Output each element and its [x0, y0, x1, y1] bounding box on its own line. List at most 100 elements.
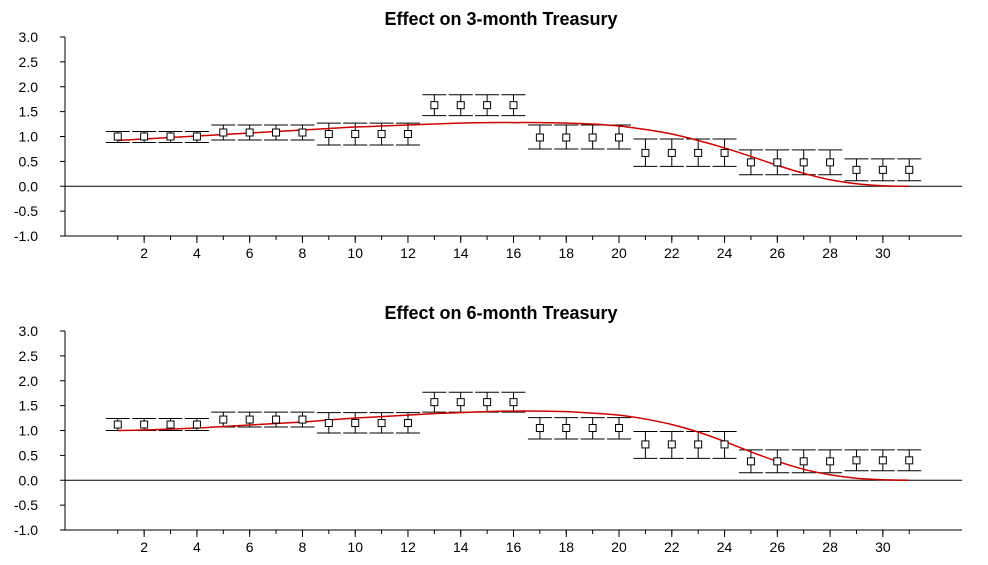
- data-point: [192, 132, 201, 141]
- data-point: [430, 101, 439, 110]
- x-tick-label: 8: [299, 539, 307, 555]
- data-point: [641, 440, 650, 449]
- panel-6-month: Effect on 6-month Treasury 3.0 2.5 2.0 1.5 1…: [14, 303, 962, 555]
- data-point: [192, 420, 201, 429]
- data-point: [535, 133, 544, 142]
- data-point: [746, 457, 755, 466]
- data-point: [509, 101, 518, 110]
- y-tick-label: 3.0: [19, 323, 39, 339]
- x-tick-label: 4: [193, 539, 201, 555]
- y-tick-label: 1.5: [19, 398, 39, 414]
- x-tick-label: 16: [506, 539, 522, 555]
- data-point: [245, 415, 254, 424]
- y-tick-label: 1.0: [19, 423, 39, 439]
- y-tick-label: 3.0: [19, 29, 39, 45]
- data-point: [852, 165, 861, 174]
- data-point: [615, 133, 624, 142]
- data-point: [720, 148, 729, 157]
- data-point: [219, 128, 228, 137]
- y-tick-label: 1.0: [19, 129, 39, 145]
- y-tick-label: 2.0: [19, 79, 39, 95]
- data-point: [324, 419, 333, 428]
- data-point: [773, 457, 782, 466]
- data-point: [799, 457, 808, 466]
- x-tick-label: 24: [717, 245, 733, 261]
- data-point: [615, 424, 624, 433]
- x-tick-label: 28: [822, 245, 838, 261]
- data-point: [403, 419, 412, 428]
- data-point: [430, 398, 439, 407]
- x-tick-label: 12: [400, 539, 416, 555]
- data-point: [272, 415, 281, 424]
- x-tick-label: 24: [717, 539, 733, 555]
- data-point: [483, 398, 492, 407]
- data-point: [377, 130, 386, 139]
- data-point: [641, 148, 650, 157]
- x-tick-label: 10: [347, 245, 363, 261]
- y-tick-label: 0.5: [19, 153, 39, 169]
- data-point: [826, 457, 835, 466]
- data-point: [377, 419, 386, 428]
- fitted-curve: [117, 121, 910, 187]
- data-point: [351, 419, 360, 428]
- panel-3-month: Effect on 3-month Treasury 3.0 2.5 2.0 1.5 1…: [14, 9, 962, 261]
- data-point: [324, 130, 333, 139]
- data-point: [694, 148, 703, 157]
- y-tick-label: -0.5: [14, 497, 38, 513]
- data-point: [905, 456, 914, 465]
- data-point: [905, 165, 914, 174]
- x-tick-label: 14: [453, 539, 469, 555]
- x-tick-label: 20: [611, 539, 627, 555]
- data-point: [351, 130, 360, 139]
- chart-title: Effect on 6-month Treasury: [384, 303, 617, 323]
- fitted-curve: [117, 410, 910, 481]
- data-point: [456, 398, 465, 407]
- data-point: [535, 424, 544, 433]
- y-tick-label: 0.0: [19, 472, 39, 488]
- data-point: [773, 158, 782, 167]
- data-point: [852, 456, 861, 465]
- x-tick-label: 26: [770, 245, 786, 261]
- x-tick-label: 10: [347, 539, 363, 555]
- data-point: [746, 158, 755, 167]
- x-tick-label: 6: [246, 539, 254, 555]
- data-point: [878, 456, 887, 465]
- y-tick-label: -1.0: [14, 228, 38, 244]
- x-tick-label: 26: [770, 539, 786, 555]
- y-tick-label: 0.0: [19, 178, 39, 194]
- data-point: [588, 424, 597, 433]
- x-tick-label: 16: [506, 245, 522, 261]
- x-tick-label: 12: [400, 245, 416, 261]
- x-tick-label: 18: [558, 539, 574, 555]
- y-tick-label: 2.5: [19, 54, 39, 70]
- data-point: [219, 415, 228, 424]
- y-tick-label: 0.5: [19, 447, 39, 463]
- data-point: [720, 440, 729, 449]
- data-point: [694, 440, 703, 449]
- data-point: [826, 158, 835, 167]
- data-point: [562, 424, 571, 433]
- x-tick-label: 2: [140, 245, 148, 261]
- y-tick-label: -0.5: [14, 203, 38, 219]
- x-tick-label: 30: [875, 539, 891, 555]
- data-point: [509, 398, 518, 407]
- data-point: [403, 130, 412, 139]
- x-tick-label: 22: [664, 245, 680, 261]
- x-tick-label: 2: [140, 539, 148, 555]
- data-point: [483, 101, 492, 110]
- data-point: [166, 132, 175, 141]
- data-point: [272, 128, 281, 137]
- x-tick-label: 8: [299, 245, 307, 261]
- data-point: [140, 132, 149, 141]
- data-point: [667, 440, 676, 449]
- x-tick-label: 20: [611, 245, 627, 261]
- data-point: [562, 133, 571, 142]
- data-point: [113, 420, 122, 429]
- data-point: [878, 165, 887, 174]
- data-point: [298, 415, 307, 424]
- data-point: [588, 133, 597, 142]
- y-tick-label: 1.5: [19, 104, 39, 120]
- chart-title: Effect on 3-month Treasury: [384, 9, 617, 29]
- x-tick-label: 28: [822, 539, 838, 555]
